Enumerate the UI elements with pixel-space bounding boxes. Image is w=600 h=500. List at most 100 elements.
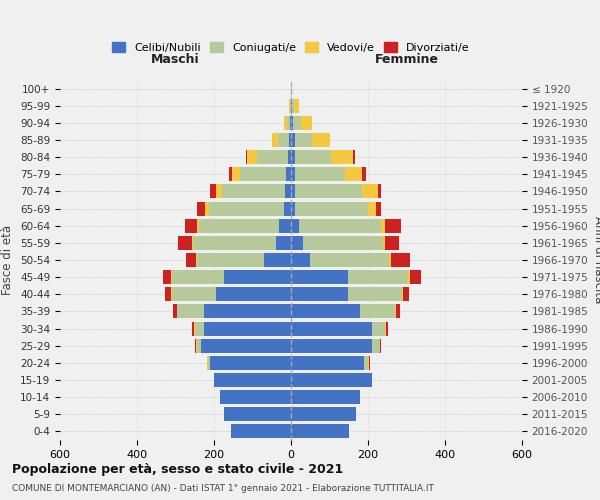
Bar [385, 218, 401, 232]
Bar [402, 288, 403, 302]
Bar [245, 150, 247, 164]
Bar [192, 322, 194, 336]
Bar [362, 168, 366, 181]
Bar [285, 184, 291, 198]
Bar [291, 408, 356, 422]
Bar [293, 98, 299, 112]
Bar [348, 270, 407, 284]
Bar [291, 304, 360, 318]
Bar [380, 338, 381, 352]
Bar [291, 184, 295, 198]
Bar [291, 133, 295, 147]
Bar [165, 288, 171, 302]
Bar [286, 168, 291, 181]
Bar [278, 133, 289, 147]
Bar [171, 288, 172, 302]
Bar [291, 338, 372, 352]
Bar [290, 116, 291, 130]
Bar [178, 236, 191, 250]
Bar [176, 304, 178, 318]
Bar [382, 218, 385, 232]
Bar [220, 390, 291, 404]
Bar [377, 184, 382, 198]
Text: COMUNE DI MONTEMARCIANO (AN) - Dati ISTAT 1° gennaio 2021 - Elaborazione TUTTITA: COMUNE DI MONTEMARCIANO (AN) - Dati ISTA… [12, 484, 434, 493]
Bar [197, 338, 200, 352]
Bar [216, 288, 291, 302]
Bar [360, 304, 395, 318]
Bar [291, 270, 348, 284]
Bar [210, 184, 216, 198]
Bar [200, 338, 291, 352]
Bar [291, 236, 302, 250]
Bar [210, 356, 291, 370]
Bar [385, 322, 386, 336]
Bar [205, 202, 209, 215]
Bar [257, 150, 288, 164]
Bar [395, 304, 396, 318]
Bar [291, 218, 299, 232]
Bar [193, 236, 275, 250]
Bar [372, 338, 380, 352]
Bar [197, 218, 199, 232]
Bar [205, 322, 291, 336]
Bar [194, 322, 195, 336]
Bar [310, 253, 389, 267]
Bar [222, 184, 285, 198]
Bar [172, 288, 216, 302]
Bar [391, 253, 410, 267]
Y-axis label: Fasce di età: Fasce di età [1, 225, 14, 295]
Bar [410, 270, 421, 284]
Bar [199, 218, 280, 232]
Bar [264, 253, 291, 267]
Bar [173, 304, 176, 318]
Bar [195, 322, 205, 336]
Y-axis label: Anni di nascita: Anni di nascita [592, 216, 600, 304]
Bar [288, 150, 291, 164]
Bar [171, 270, 172, 284]
Bar [348, 288, 402, 302]
Bar [389, 253, 391, 267]
Bar [280, 218, 291, 232]
Bar [232, 424, 291, 438]
Bar [302, 236, 383, 250]
Bar [403, 288, 409, 302]
Bar [291, 288, 348, 302]
Bar [368, 356, 369, 370]
Bar [291, 116, 293, 130]
Bar [368, 202, 376, 215]
Bar [196, 338, 197, 352]
Bar [272, 133, 278, 147]
Bar [372, 322, 385, 336]
Bar [369, 356, 370, 370]
Bar [224, 270, 291, 284]
Bar [195, 338, 196, 352]
Bar [291, 168, 295, 181]
Bar [295, 150, 331, 164]
Text: Popolazione per età, sesso e stato civile - 2021: Popolazione per età, sesso e stato civil… [12, 462, 343, 475]
Bar [284, 116, 287, 130]
Bar [396, 304, 400, 318]
Legend: Celibi/Nubili, Coniugati/e, Vedovi/e, Divorziati/e: Celibi/Nubili, Coniugati/e, Vedovi/e, Di… [112, 42, 470, 53]
Bar [295, 168, 345, 181]
Bar [301, 116, 312, 130]
Bar [275, 236, 291, 250]
Bar [290, 98, 291, 112]
Bar [196, 253, 197, 267]
Bar [191, 236, 193, 250]
Bar [205, 304, 291, 318]
Bar [291, 202, 295, 215]
Bar [291, 98, 292, 112]
Bar [224, 408, 291, 422]
Bar [331, 150, 353, 164]
Bar [172, 270, 224, 284]
Bar [291, 373, 372, 387]
Bar [185, 218, 197, 232]
Bar [232, 168, 240, 181]
Bar [295, 202, 368, 215]
Bar [209, 202, 284, 215]
Bar [178, 304, 205, 318]
Bar [291, 82, 292, 96]
Bar [386, 322, 388, 336]
Bar [229, 168, 232, 181]
Bar [197, 202, 205, 215]
